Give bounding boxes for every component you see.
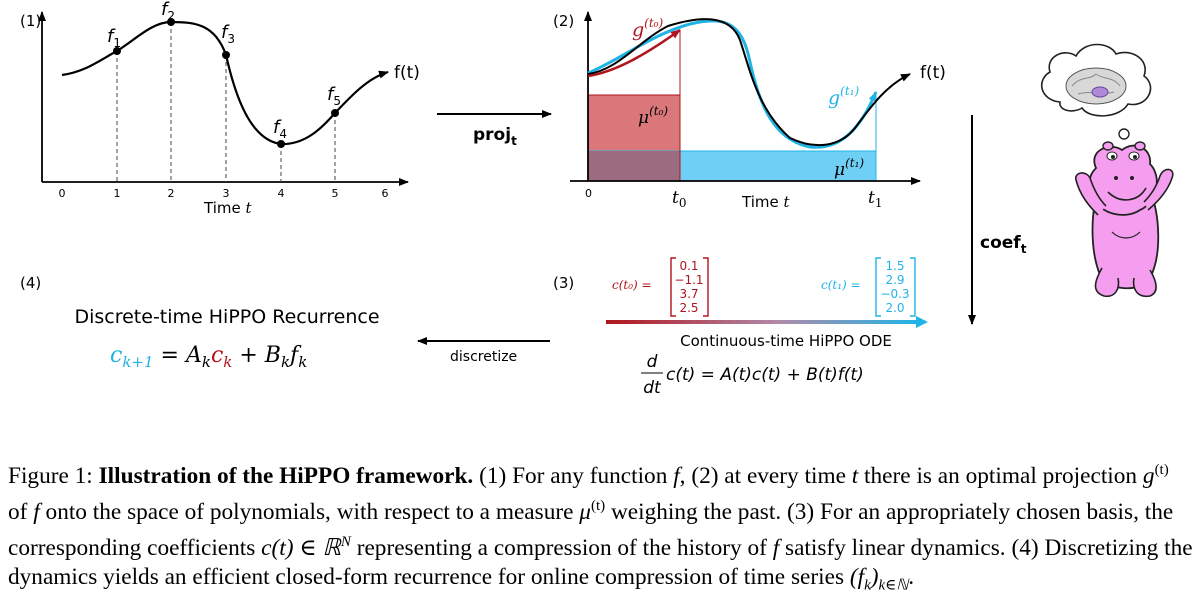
svg-text:d: d bbox=[647, 352, 658, 372]
panel-2-xlabel: Time t bbox=[741, 193, 791, 211]
sample-point-f3 bbox=[222, 51, 230, 59]
time-gradient-bar bbox=[606, 320, 918, 324]
svg-text:2.9: 2.9 bbox=[885, 273, 904, 287]
ode-title: Continuous-time HiPPO ODE bbox=[680, 332, 892, 350]
panel-2-tick-0: 0 bbox=[585, 187, 592, 200]
t0-tick-label: t0 bbox=[672, 188, 686, 210]
discretize-arrow: discretize bbox=[417, 337, 550, 365]
svg-text:c(t) = A(t)c(t) + B(t)f(t): c(t) = A(t)c(t) + B(t)f(t) bbox=[666, 365, 864, 385]
panel-1-guides bbox=[116, 22, 336, 182]
svg-text:3.7: 3.7 bbox=[679, 287, 698, 301]
sample-point-f4 bbox=[277, 140, 285, 148]
svg-text:0: 0 bbox=[59, 187, 66, 200]
point-label-f3: f3 bbox=[221, 22, 235, 46]
panel-2-label: (2) bbox=[553, 12, 574, 30]
panel-2-curve-label: f(t) bbox=[920, 63, 946, 83]
recurrence-equation: ck+1 = Akck + Bkfk bbox=[110, 343, 307, 371]
caption-figure-number: Figure 1: bbox=[8, 462, 93, 489]
svg-text:dt: dt bbox=[643, 378, 662, 398]
discretize-label: discretize bbox=[450, 349, 517, 365]
c-t0-label: c(t₀) = bbox=[612, 278, 652, 292]
point-label-f1: f1 bbox=[107, 26, 121, 50]
coef-label: coeft bbox=[980, 233, 1027, 256]
panel-1-ticks: 0 1 2 3 4 5 6 bbox=[59, 187, 389, 200]
svg-text:1.5: 1.5 bbox=[885, 259, 904, 273]
panel-1-curve-label: f(t) bbox=[394, 63, 420, 83]
svg-text:2.0: 2.0 bbox=[885, 301, 904, 315]
hippo-mascot-illustration bbox=[1040, 43, 1174, 298]
coef-arrow: coeft bbox=[968, 115, 1027, 325]
g-t1-label: g(t₁) bbox=[828, 84, 859, 109]
recurrence-title: Discrete-time HiPPO Recurrence bbox=[74, 306, 379, 328]
panel-3-label: (3) bbox=[553, 274, 574, 292]
svg-text:2.5: 2.5 bbox=[679, 301, 698, 315]
panel-2: (2) f(t) g(t₀) g(t₁) μ(t₀) μ(t₁) 0 t0 t1… bbox=[553, 11, 946, 211]
svg-text:5: 5 bbox=[332, 187, 339, 200]
c-t1-vector: c(t₁) = 1.5 2.9 −0.3 2.0 bbox=[821, 257, 916, 317]
svg-text:0.1: 0.1 bbox=[679, 259, 698, 273]
svg-text:2: 2 bbox=[168, 187, 175, 200]
c-t1-label: c(t₁) = bbox=[821, 278, 861, 292]
t1-tick-label: t1 bbox=[868, 188, 882, 210]
sample-point-f5 bbox=[331, 109, 339, 117]
c-t0-vector: c(t₀) = 0.1 −1.1 3.7 2.5 bbox=[612, 257, 709, 317]
panel-1-xlabel: Time t bbox=[203, 199, 253, 217]
panel-4: (4) Discrete-time HiPPO Recurrence ck+1 … bbox=[20, 274, 380, 371]
point-label-f4: f4 bbox=[273, 117, 287, 141]
mu-t1-label: μ(t₁) bbox=[834, 156, 864, 180]
point-label-f5: f5 bbox=[327, 84, 341, 108]
caption-title: Illustration of the HiPPO framework. bbox=[98, 462, 474, 489]
svg-text:−0.3: −0.3 bbox=[880, 287, 909, 301]
mu-t0-label: μ(t₀) bbox=[638, 104, 668, 128]
svg-text:6: 6 bbox=[382, 187, 389, 200]
proj-arrow: projt bbox=[437, 110, 552, 148]
panel-1-sample-points bbox=[113, 18, 339, 148]
svg-text:3: 3 bbox=[223, 187, 230, 200]
mu-overlap-region bbox=[588, 151, 680, 181]
point-label-f2: f2 bbox=[161, 0, 175, 23]
hippo-diagram: (1) f1 f2 f3 f4 f5 f(t) bbox=[20, 0, 1174, 398]
proj-label: projt bbox=[473, 125, 517, 148]
panel-4-label: (4) bbox=[20, 274, 41, 292]
svg-text:−1.1: −1.1 bbox=[674, 273, 703, 287]
sample-point-f1 bbox=[113, 47, 121, 55]
svg-text:1: 1 bbox=[114, 187, 121, 200]
panel-1: (1) f1 f2 f3 f4 f5 f(t) bbox=[20, 0, 420, 217]
g-t0-label: g(t₀) bbox=[632, 16, 663, 41]
figure-caption: Figure 1: Illustration of the HiPPO fram… bbox=[8, 462, 1193, 594]
sample-point-f2 bbox=[167, 18, 175, 26]
panel-3: (3) c(t₀) = 0.1 −1.1 3.7 2.5 c(t₁) = 1.5… bbox=[553, 257, 928, 398]
g-t0-curve bbox=[587, 28, 681, 78]
svg-text:4: 4 bbox=[278, 187, 285, 200]
panel-2-function-curve bbox=[587, 18, 911, 147]
panel-1-label: (1) bbox=[20, 12, 41, 30]
ode-equation: d dt c(t) = A(t)c(t) + B(t)f(t) bbox=[641, 352, 864, 398]
